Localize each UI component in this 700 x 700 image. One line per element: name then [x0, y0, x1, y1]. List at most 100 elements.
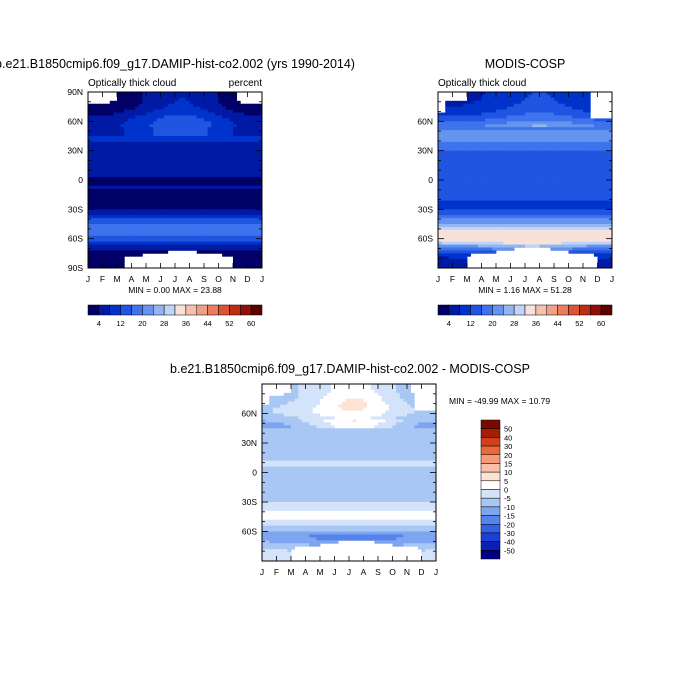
panel-obs-field-cell — [557, 127, 562, 131]
panel-obs-field-cell — [445, 109, 450, 113]
panel-obs-field-cell — [477, 144, 482, 149]
panel-model-field-cell — [207, 177, 212, 181]
panel-obs-field-cell — [546, 224, 551, 228]
panel-model-field-cell — [167, 133, 172, 137]
panel-obs-field-cell — [528, 200, 533, 204]
panel-obs-field-cell — [474, 226, 479, 231]
panel-obs-field-cell — [575, 174, 580, 178]
panel-model-field-cell — [240, 259, 245, 263]
panel-obs-field-cell — [579, 180, 584, 184]
panel-obs-field-cell — [583, 153, 588, 157]
panel-model-field-cell — [167, 115, 172, 119]
panel-obs-field-cell — [539, 124, 544, 128]
panel-model-field-cell — [160, 162, 165, 166]
panel-obs-field-cell — [456, 180, 461, 184]
panel-model-field-cell — [138, 238, 143, 242]
panel-model-field-cell — [120, 253, 125, 257]
panel-obs-field-cell — [554, 229, 559, 234]
panel-obs-field-cell — [568, 118, 573, 122]
panel-model-field-cell — [149, 153, 154, 157]
panel-model-field-cell — [120, 182, 125, 187]
panel-obs-field-cell — [477, 218, 482, 222]
panel-obs-field-cell — [593, 180, 598, 184]
panel-model-field-cell — [153, 168, 158, 172]
panel-model-field-cell — [95, 188, 100, 193]
panel-model-field-cell — [164, 92, 169, 96]
panel-model-field-cell — [131, 97, 136, 102]
panel-obs-field-cell — [488, 115, 493, 119]
panel-obs-field-cell — [564, 209, 569, 213]
panel-model-field-cell — [102, 241, 107, 245]
panel-model-field-cell — [127, 130, 132, 134]
panel-model-field-cell — [200, 215, 205, 219]
panel-obs-field-cell — [481, 229, 486, 234]
panel-obs-field-cell — [546, 197, 551, 201]
panel-obs-field-cell — [543, 215, 548, 219]
panel-obs-field-cell — [496, 159, 501, 163]
panel-obs-field-cell — [503, 188, 508, 193]
panel-obs-field-cell — [608, 133, 613, 137]
panel-model-field-cell — [225, 130, 230, 134]
panel-obs-field-cell — [532, 229, 537, 234]
panel-model-field-cell — [167, 224, 172, 228]
panel-obs-field-cell — [445, 182, 450, 187]
panel-model-field-cell — [207, 250, 212, 254]
panel-obs-field-cell — [459, 226, 464, 231]
panel-obs-field-cell — [583, 121, 588, 125]
panel-obs-field-cell — [510, 124, 515, 128]
panel-obs-field-cell — [499, 153, 504, 157]
panel-model-field-cell — [171, 165, 176, 169]
panel-obs-field-cell — [470, 127, 475, 131]
panel-obs-field-cell — [550, 182, 555, 187]
panel-model-field-cell — [214, 103, 219, 108]
panel-obs-field-cell — [604, 165, 609, 169]
panel-model-field-cell — [131, 168, 136, 172]
panel-obs-field-cell — [517, 159, 522, 163]
panel-model-field-cell — [153, 238, 158, 242]
panel-model-field-cell — [214, 244, 219, 248]
panel-obs-field-cell — [517, 229, 522, 234]
panel-model-field-cell — [193, 124, 198, 128]
panel-obs-field-cell — [456, 109, 461, 113]
panel-model-field-cell — [127, 177, 132, 181]
panel-obs-field-cell — [514, 159, 519, 163]
panel-obs-field-cell — [474, 188, 479, 193]
panel-obs-field-cell — [593, 165, 598, 169]
panel-model-field-cell — [142, 247, 147, 251]
panel-obs-field-cell — [550, 165, 555, 169]
panel-model-field-cell — [178, 226, 183, 231]
panel-model-field-cell — [240, 206, 245, 210]
panel-obs-field-cell — [528, 115, 533, 119]
panel-model-field-cell — [142, 153, 147, 157]
panel-obs-field-cell — [503, 226, 508, 231]
panel-model-field-cell — [211, 232, 216, 237]
panel-model-field-cell — [214, 250, 219, 254]
panel-model-field-cell — [222, 112, 227, 116]
panel-obs-field-cell — [608, 180, 613, 184]
panel-model-field-cell — [131, 156, 136, 160]
panel-model-field-cell — [225, 159, 230, 163]
panel-obs-field-cell — [485, 133, 490, 137]
panel-obs-field-cell — [535, 224, 540, 228]
panel-model-field-cell — [207, 138, 212, 143]
panel-model-field-cell — [95, 229, 100, 234]
panel-obs-field-cell — [510, 221, 515, 225]
panel-obs-field-cell — [452, 103, 457, 108]
panel-model-field-cell — [251, 133, 256, 137]
panel-model-field-cell — [236, 115, 241, 119]
panel-model-field-cell — [102, 259, 107, 263]
panel-model-field-cell — [243, 136, 248, 140]
panel-model-field-cell — [240, 197, 245, 201]
panel-model-field-cell — [200, 109, 205, 113]
panel-model-field-cell — [185, 180, 190, 184]
panel-obs-field-cell — [470, 150, 475, 154]
panel-obs-field-cell — [503, 177, 508, 181]
panel-model-field-cell — [98, 127, 103, 131]
panel-obs-field-cell — [604, 206, 609, 210]
panel-model-field-cell — [211, 185, 216, 190]
panel-model-field-cell — [138, 136, 143, 140]
panel-model-field-cell — [222, 191, 227, 196]
panel-model-field-cell — [247, 162, 252, 166]
panel-obs-field-cell — [485, 112, 490, 116]
panel-model-field-cell — [153, 138, 158, 143]
